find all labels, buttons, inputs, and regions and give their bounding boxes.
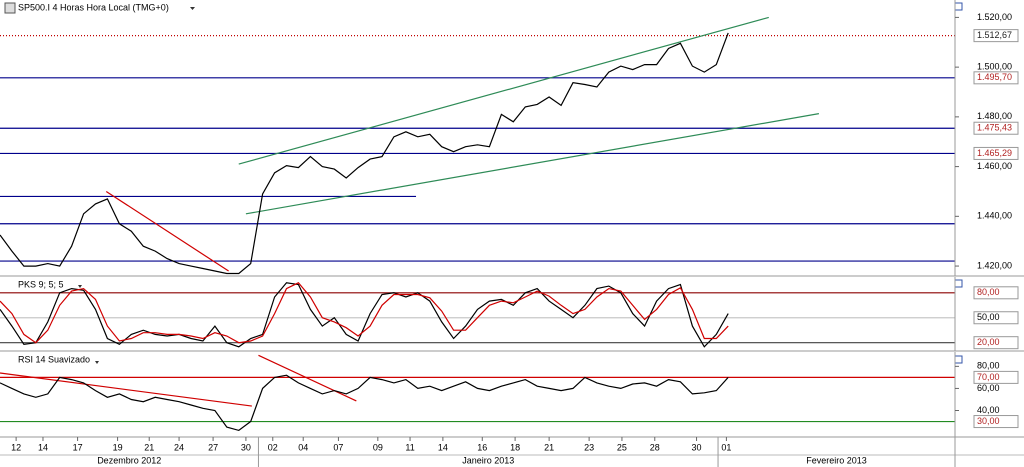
- x-tick-label: 30: [241, 442, 251, 452]
- level-label: 80,00: [977, 287, 1000, 297]
- series-line: [0, 282, 729, 344]
- x-tick-label: 14: [38, 442, 48, 452]
- x-tick-label: 23: [584, 442, 594, 452]
- x-tick-label: 21: [544, 442, 554, 452]
- y-tick-label: 1.480,00: [977, 111, 1012, 121]
- trendline: [105, 190, 229, 272]
- x-group-label: Janeiro 2013: [462, 455, 514, 465]
- x-tick-label: 27: [208, 442, 218, 452]
- x-tick-label: 28: [650, 442, 660, 452]
- level-label-box: [973, 286, 1019, 300]
- level-label-box: [973, 311, 1019, 325]
- level-label: 70,00: [977, 372, 1000, 382]
- level-label-box: [973, 370, 1019, 384]
- level-label: 1.465,29: [977, 148, 1012, 158]
- level-label: 1.512,67: [977, 30, 1012, 40]
- panel: [0, 282, 955, 348]
- x-tick-label: 11: [405, 442, 414, 452]
- y-tick-label: 1.460,00: [977, 161, 1012, 171]
- x-group-label: Dezembro 2012: [97, 455, 161, 465]
- x-tick-label: 01: [721, 442, 731, 452]
- level-label-box: [973, 336, 1019, 350]
- panel: [0, 354, 955, 432]
- x-tick-label: 24: [174, 442, 184, 452]
- y-tick-label: 80,00: [977, 361, 1000, 371]
- x-tick-label: 25: [617, 442, 627, 452]
- y-tick-label: 1.440,00: [977, 211, 1012, 221]
- panel-title: PKS 9; 5; 5: [18, 279, 64, 289]
- series-line: [0, 32, 729, 275]
- dropdown-arrow: [78, 285, 82, 288]
- panel-title: RSI 14 Suavizado: [18, 354, 90, 364]
- level-label: 30,00: [977, 416, 1000, 426]
- panel-title: SP500.I 4 Horas Hora Local (TMG+0): [18, 2, 169, 12]
- y-tick-label: 60,00: [977, 383, 1000, 393]
- y-tick-label: 1.500,00: [977, 62, 1012, 72]
- level-label-box: [973, 415, 1019, 429]
- x-tick-label: 18: [510, 442, 520, 452]
- series-line: [0, 374, 729, 432]
- x-tick-label: 17: [73, 442, 83, 452]
- series-line: [0, 282, 729, 348]
- x-tick-label: 14: [438, 442, 448, 452]
- x-tick-label: 07: [333, 442, 343, 452]
- y-tick-label: 1.420,00: [977, 260, 1012, 270]
- x-tick-label: 04: [298, 442, 308, 452]
- panel: [0, 16, 955, 275]
- y-tick-label: 40,00: [977, 405, 1000, 415]
- x-tick-label: 30: [692, 442, 702, 452]
- y-tick-label: 1.520,00: [977, 12, 1012, 22]
- trendline: [258, 354, 357, 402]
- level-label: 50,00: [977, 312, 1000, 322]
- level-label: 1.475,43: [977, 123, 1012, 133]
- level-label-box: [973, 121, 1019, 135]
- level-label-box: [973, 71, 1019, 85]
- symbol-icon[interactable]: [4, 2, 16, 14]
- x-tick-label: 12: [11, 442, 21, 452]
- dropdown-arrow: [95, 361, 99, 364]
- level-label-box: [973, 146, 1019, 160]
- trendline: [245, 113, 820, 215]
- x-tick-label: 02: [268, 442, 278, 452]
- trendline: [0, 372, 252, 407]
- x-tick-label: 19: [113, 442, 123, 452]
- x-tick-label: 09: [373, 442, 383, 452]
- level-label: 1.495,70: [977, 72, 1012, 82]
- dropdown-arrow: [190, 7, 195, 10]
- level-label-box: [973, 29, 1019, 43]
- trendline: [238, 16, 769, 165]
- x-tick-label: 21: [144, 442, 154, 452]
- level-label: 20,00: [977, 337, 1000, 347]
- x-group-label: Fevereiro 2013: [806, 455, 867, 465]
- x-tick-label: 16: [477, 442, 487, 452]
